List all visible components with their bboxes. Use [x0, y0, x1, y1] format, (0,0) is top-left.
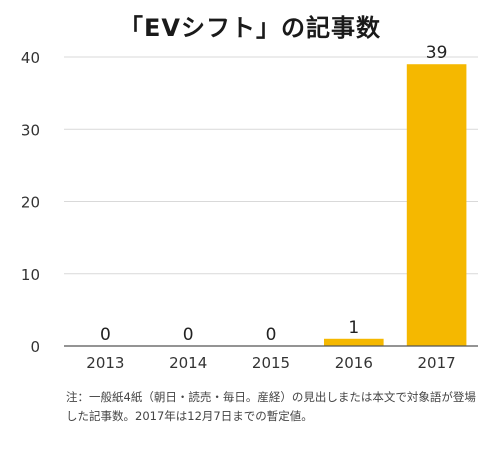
y-tick-label: 0 — [30, 338, 40, 356]
x-axis-ticks: 2013 2014 2015 2016 2017 — [86, 354, 455, 372]
y-tick-label: 20 — [21, 194, 40, 212]
data-label: 0 — [100, 325, 111, 345]
data-label: 1 — [348, 318, 359, 338]
y-tick-label: 10 — [21, 266, 40, 284]
bar — [406, 64, 467, 346]
data-label: 0 — [183, 325, 194, 345]
footnote: 注：一般紙4紙（朝日・読売・毎日。産経）の見出しまたは本文で対象語が登場した記事… — [66, 390, 476, 423]
bars — [323, 64, 467, 346]
bar — [323, 338, 384, 346]
x-tick-label: 2017 — [418, 354, 456, 372]
x-tick-label: 2014 — [169, 354, 207, 372]
bar-chart: 0 10 20 30 40 0 0 0 1 39 2013 2014 2015 2016 2017 — [21, 43, 478, 372]
y-axis-ticks: 0 10 20 30 40 — [21, 49, 40, 356]
x-tick-label: 2013 — [86, 354, 124, 372]
data-label: 0 — [266, 325, 277, 345]
y-tick-label: 40 — [21, 49, 40, 67]
data-label: 39 — [426, 43, 448, 63]
y-tick-label: 30 — [21, 121, 40, 139]
data-labels: 0 0 0 1 39 — [100, 43, 447, 345]
x-tick-label: 2016 — [335, 354, 373, 372]
x-tick-label: 2015 — [252, 354, 290, 372]
chart-title: 「EVシフト」の記事数 — [119, 14, 381, 42]
